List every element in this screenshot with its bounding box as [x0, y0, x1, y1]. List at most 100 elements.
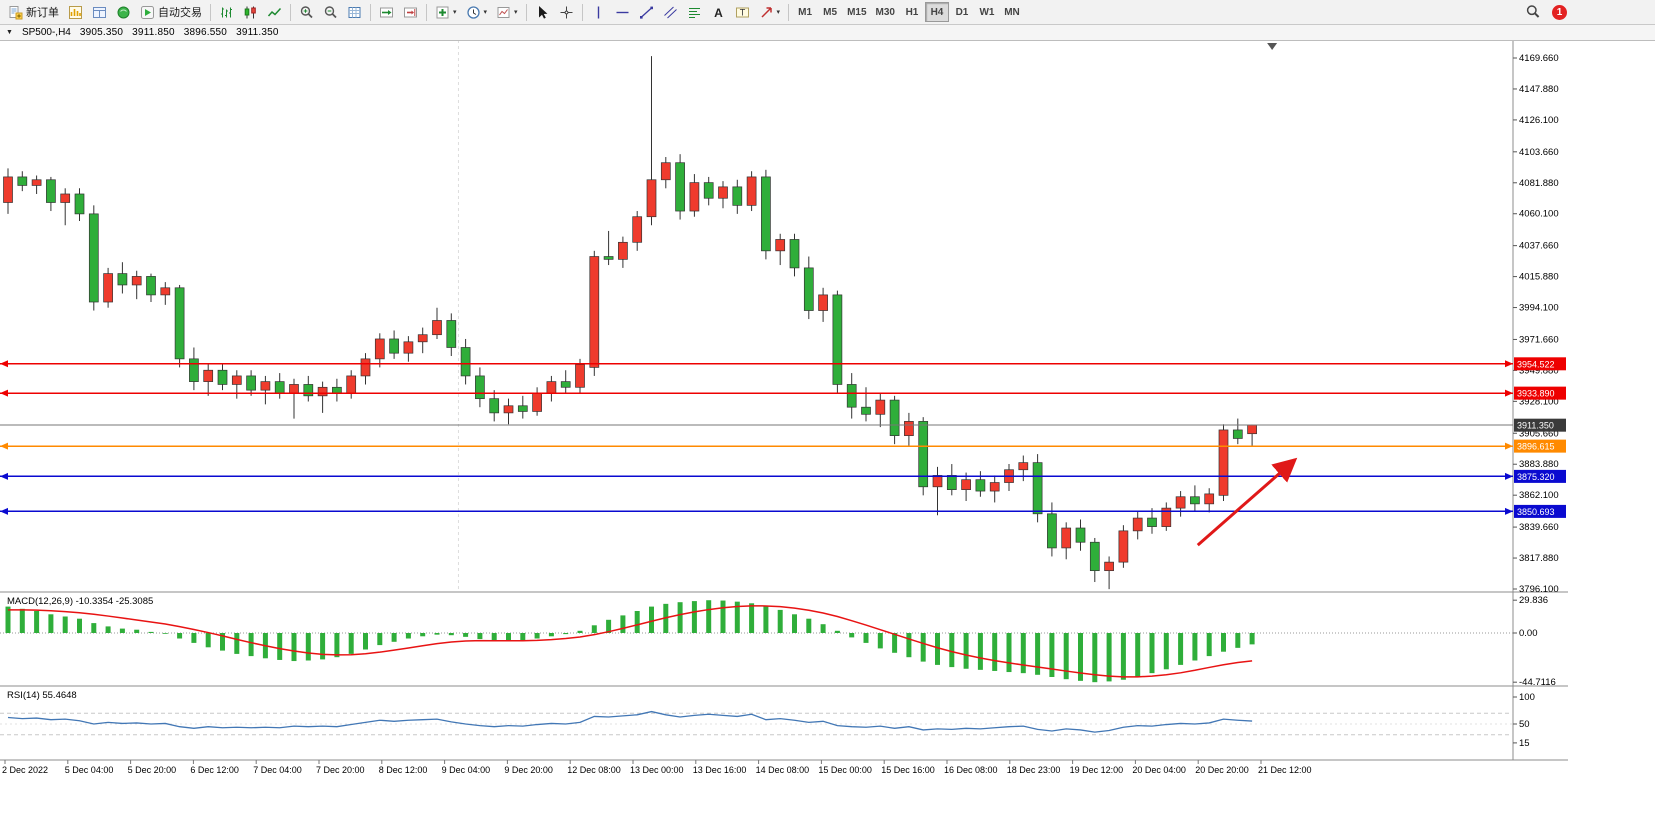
- main-toolbar: 新订单 自动交易 ▾: [0, 0, 1655, 25]
- new-chart-button[interactable]: ▾: [431, 2, 461, 22]
- hline-resistance[interactable]: 3954.522: [0, 357, 1566, 371]
- crosshair-button[interactable]: [555, 2, 578, 22]
- templates-button[interactable]: ▾: [492, 2, 522, 22]
- chart-canvas[interactable]: 4169.660 4147.880 4126.100 4103.660 4081.880…: [0, 40, 1655, 825]
- svg-text:20 Dec 04:00: 20 Dec 04:00: [1132, 765, 1186, 775]
- hline-resistance[interactable]: 3933.890: [0, 386, 1566, 400]
- rsi-line: [7, 710, 1253, 733]
- candle-bear: [332, 386, 342, 394]
- timeframe-h1[interactable]: H1: [900, 2, 924, 22]
- svg-text:A: A: [714, 6, 723, 20]
- candle-bull: [746, 176, 757, 206]
- auto-trading-button[interactable]: 自动交易: [136, 2, 206, 22]
- ohlc-open: 3905.350: [79, 26, 124, 38]
- text-label-button[interactable]: T: [731, 2, 754, 22]
- timeframe-m30[interactable]: M30: [872, 2, 899, 22]
- svg-text:14 Dec 08:00: 14 Dec 08:00: [756, 765, 810, 775]
- candle-bear: [789, 239, 800, 269]
- vertical-line-button[interactable]: [587, 2, 610, 22]
- candle-bull: [1018, 462, 1029, 471]
- rsi-label: RSI(14) 55.4648: [7, 690, 77, 701]
- data-window-icon: [92, 5, 107, 20]
- cursor-icon: [535, 5, 550, 20]
- hline-support[interactable]: 3850.693: [0, 504, 1566, 518]
- svg-text:3875.320: 3875.320: [1517, 472, 1555, 482]
- new-order-label: 新订单: [26, 7, 59, 19]
- candle-bull: [403, 341, 414, 354]
- collapse-chart-icon[interactable]: ▼: [6, 28, 13, 36]
- hline-current-price[interactable]: 3911.350: [0, 418, 1566, 432]
- horizontal-line-button[interactable]: [611, 2, 634, 22]
- candle-bear: [560, 381, 571, 388]
- candle-bull: [31, 179, 42, 186]
- new-chart-icon: [435, 5, 450, 20]
- chart-shift-button[interactable]: [399, 2, 422, 22]
- svg-text:13 Dec 00:00: 13 Dec 00:00: [630, 765, 684, 775]
- arrow-shape-icon: [759, 5, 774, 20]
- cursor-button[interactable]: [531, 2, 554, 22]
- trend-arrow-annotation[interactable]: [1196, 457, 1298, 547]
- chart-shift-icon: [403, 5, 418, 20]
- candle-bear: [189, 358, 199, 382]
- timeframe-d1[interactable]: D1: [950, 2, 974, 22]
- trendline-button[interactable]: [635, 2, 658, 22]
- vertical-line-icon: [591, 5, 606, 20]
- price-tag: [1514, 357, 1566, 371]
- price-tag: [1514, 469, 1566, 483]
- candle-bull: [503, 405, 514, 414]
- timeframe-h4[interactable]: H4: [924, 2, 949, 22]
- timeframe-mn[interactable]: MN: [1000, 2, 1024, 22]
- candle-bull: [932, 475, 943, 488]
- navigator-button[interactable]: [112, 2, 135, 22]
- trendline-icon: [639, 5, 654, 20]
- svg-text:3883.880: 3883.880: [1519, 459, 1559, 470]
- candle-bear: [460, 347, 471, 377]
- timeframe-w1[interactable]: W1: [975, 2, 999, 22]
- candle-bull: [1132, 517, 1143, 532]
- notification-badge[interactable]: 1: [1552, 4, 1567, 20]
- svg-text:6 Dec 12:00: 6 Dec 12:00: [190, 765, 239, 775]
- market-watch-button[interactable]: [64, 2, 87, 22]
- svg-text:3933.890: 3933.890: [1517, 389, 1555, 399]
- candle-bull: [618, 241, 628, 260]
- line-chart-button[interactable]: [263, 2, 286, 22]
- timeframe-m15[interactable]: M15: [843, 2, 870, 22]
- zoom-in-button[interactable]: [295, 2, 318, 22]
- candle-bull: [989, 482, 1000, 492]
- svg-text:3850.693: 3850.693: [1517, 507, 1555, 517]
- candle-bull: [1175, 496, 1186, 509]
- svg-text:4015.880: 4015.880: [1519, 272, 1559, 283]
- grid-button[interactable]: [343, 2, 366, 22]
- period-selector-button[interactable]: ▾: [462, 2, 492, 22]
- arrows-button[interactable]: ▾: [755, 2, 785, 22]
- candle-bear: [46, 179, 56, 203]
- bar-chart-button[interactable]: [215, 2, 238, 22]
- candle-bull: [103, 273, 113, 303]
- svg-text:4103.660: 4103.660: [1519, 147, 1559, 158]
- candle-bear: [217, 369, 228, 385]
- toolbar-separator: [426, 3, 427, 21]
- svg-text:5 Dec 20:00: 5 Dec 20:00: [128, 765, 177, 775]
- candle-bull: [1161, 507, 1172, 527]
- text-button[interactable]: A: [707, 2, 730, 22]
- toolbar-separator: [788, 3, 790, 21]
- auto-scroll-button[interactable]: [375, 2, 398, 22]
- fibonacci-button[interactable]: [683, 2, 706, 22]
- new-order-button[interactable]: 新订单: [4, 2, 63, 22]
- timeframe-m5[interactable]: M5: [818, 2, 842, 22]
- search-button[interactable]: [1521, 2, 1545, 22]
- candle-bear: [475, 375, 485, 400]
- toolbar-separator: [525, 3, 527, 21]
- candle-bull: [689, 182, 700, 212]
- hline-support[interactable]: 3875.320: [0, 469, 1566, 483]
- chevron-down-icon: ▾: [483, 8, 488, 16]
- candlestick-chart-button[interactable]: [239, 2, 262, 22]
- hline-level[interactable]: 3896.615: [0, 439, 1566, 453]
- candle-bull: [289, 384, 299, 394]
- candle-bear: [803, 267, 814, 311]
- timeframe-m1[interactable]: M1: [793, 2, 817, 22]
- zoom-out-button[interactable]: [319, 2, 342, 22]
- svg-text:3971.660: 3971.660: [1519, 334, 1559, 345]
- data-window-button[interactable]: [88, 2, 111, 22]
- channel-button[interactable]: [659, 2, 682, 22]
